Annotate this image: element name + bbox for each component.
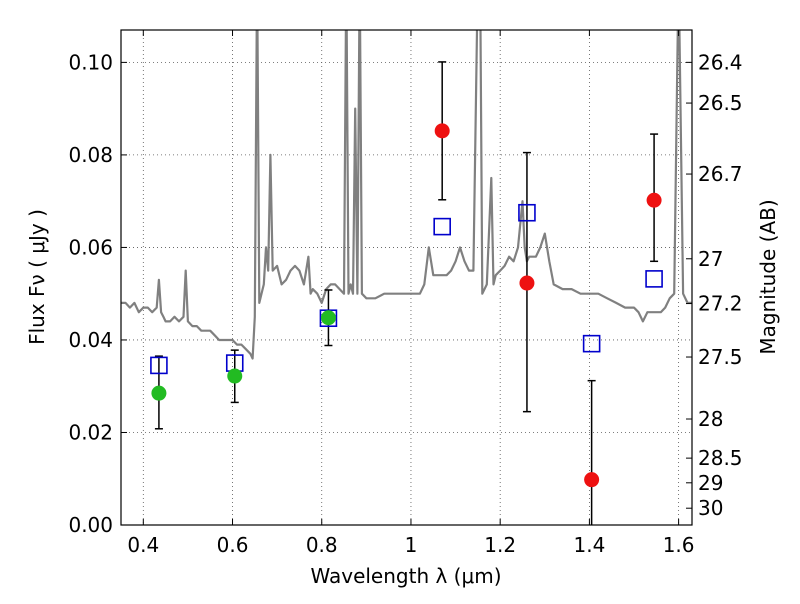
y-tick-label: 0.02	[68, 420, 113, 444]
right-tick-label: 28.5	[698, 446, 743, 470]
model-flux-square	[645, 270, 663, 288]
plot-frame	[120, 29, 693, 526]
spectrum-line	[121, 30, 692, 360]
right-tick-label: 27	[698, 247, 723, 271]
plot-area	[121, 30, 692, 525]
photometry-point	[320, 310, 336, 326]
y-tick-label: 0.10	[68, 50, 113, 74]
x-tick-label: 0.6	[217, 533, 249, 557]
model-flux-square	[150, 356, 168, 375]
x-tick-label: 1	[405, 533, 418, 557]
model-flux-square	[319, 309, 338, 328]
y-axis-label: Flux Fν ( μJy )	[25, 209, 49, 345]
y-tick-label: 0.00	[68, 513, 113, 537]
right-tick-label: 27.5	[698, 345, 743, 369]
axis-ticks: 0.4 0.6 0.8 1 1.2 1.4 1.6 0.00 0.02 0.04 0.06 0.08 0…	[68, 30, 743, 557]
right-tick-label: 28	[698, 407, 723, 431]
right-tick-label: 26.4	[698, 50, 743, 74]
y-tick-label: 0.06	[68, 235, 113, 259]
model-flux-square	[433, 217, 451, 236]
photometry-point	[646, 192, 662, 208]
photometry-point	[434, 123, 450, 139]
y-tick-label: 0.08	[68, 143, 113, 167]
x-tick-label: 0.4	[127, 533, 159, 557]
right-tick-label: 27.2	[698, 292, 743, 316]
right-axis-label: Magnitude (AB)	[756, 199, 780, 354]
grid	[121, 30, 692, 526]
right-tick-label: 26.7	[698, 162, 743, 186]
photometry-point	[584, 472, 600, 488]
photometry-point	[519, 275, 535, 291]
x-tick-label: 1.2	[484, 533, 516, 557]
model-flux-square	[518, 203, 536, 222]
x-tick-label: 1.6	[663, 533, 695, 557]
right-tick-label: 29	[698, 471, 723, 495]
photometry-point	[227, 368, 243, 384]
right-tick-label: 30	[698, 496, 723, 520]
photometry-point	[151, 385, 167, 401]
x-tick-label: 1.4	[573, 533, 605, 557]
y-tick-label: 0.04	[68, 328, 113, 352]
right-tick-label: 26.5	[698, 91, 743, 115]
model-flux-square	[582, 334, 601, 353]
x-tick-label: 0.8	[306, 533, 338, 557]
x-axis-label: Wavelength λ (μm)	[310, 564, 501, 588]
